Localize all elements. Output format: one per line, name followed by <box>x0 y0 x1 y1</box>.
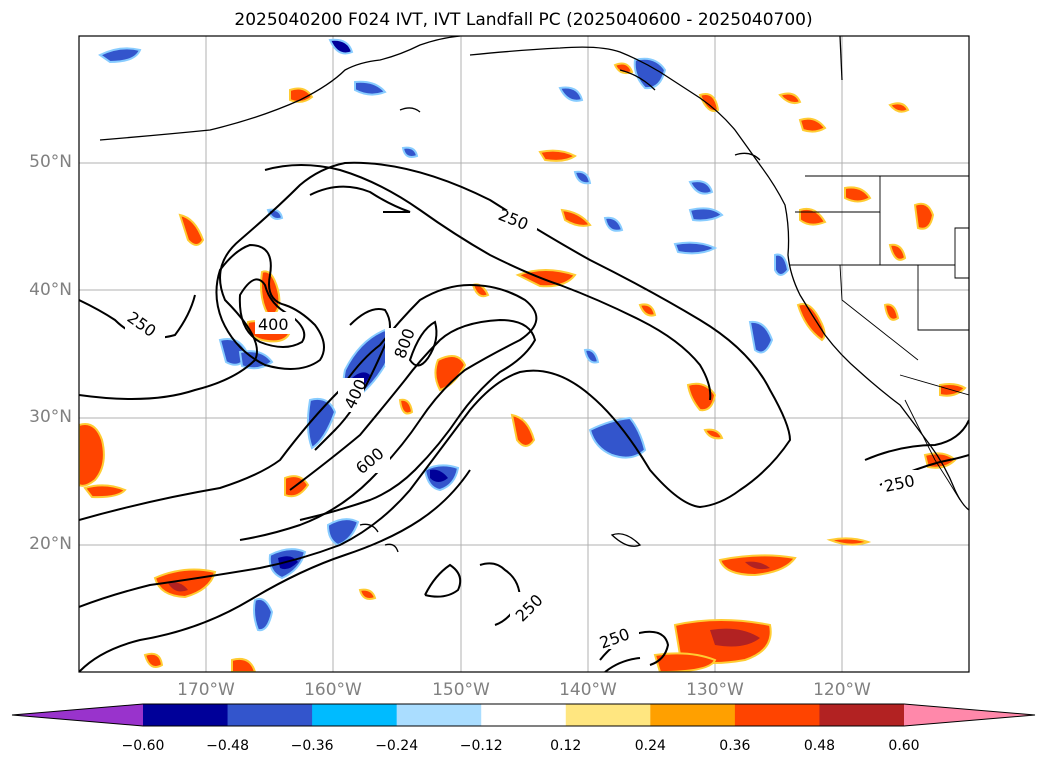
colorbar-extend-low <box>12 704 143 726</box>
contour-upper-arm <box>309 185 411 213</box>
lon-label: 140°W <box>559 680 617 700</box>
map-title: 2025040200 F024 IVT, IVT Landfall PC (20… <box>234 10 813 30</box>
colorbar-tick-label: 0.36 <box>719 738 751 754</box>
negative-anomaly-areas <box>98 38 790 632</box>
lon-label: 160°W <box>304 680 362 700</box>
colorbar-tick-label: −0.60 <box>121 738 165 754</box>
colorbar-segment <box>312 704 398 726</box>
contour-800 <box>314 308 391 451</box>
colorbar-tick-label: 0.48 <box>803 738 836 754</box>
colorbar-tick-label: 0.12 <box>550 738 582 754</box>
contour-250-upper <box>264 164 712 401</box>
contour-800-b <box>408 320 438 367</box>
colorbar <box>11 703 1036 727</box>
lat-label: 50°N <box>29 152 72 172</box>
colorbar-segment <box>650 704 736 726</box>
colorbar-segment <box>565 704 651 726</box>
gridlines <box>79 36 969 672</box>
contour-label: 400 <box>258 315 289 334</box>
lon-label: 170°W <box>177 680 235 700</box>
colorbar-outline <box>11 703 1036 727</box>
contour-400-outer <box>79 283 538 541</box>
contour-250-low <box>79 469 471 672</box>
plot-frame <box>78 35 970 673</box>
contour-labels: 250 400 800 400 600 250 250 250 250 <box>124 205 926 653</box>
colorbar-tick-label: −0.24 <box>375 738 419 754</box>
colorbar-tick-label: −0.12 <box>459 738 503 754</box>
colorbar-segment <box>396 704 482 726</box>
colorbar-segment <box>227 704 313 726</box>
lat-label: 30°N <box>29 407 72 427</box>
contour-400-loop <box>215 243 325 370</box>
colorbar-segment <box>481 704 567 726</box>
contour-600 <box>289 318 537 521</box>
colorbar-segment <box>734 704 820 726</box>
colorbar-tick-label: −0.36 <box>290 738 334 754</box>
colorbar-segment <box>143 704 229 726</box>
colorbar-tick-label: 0.60 <box>888 738 920 754</box>
ivt-contours <box>79 161 969 672</box>
lat-label: 40°N <box>29 280 72 300</box>
coastlines <box>99 36 969 553</box>
lat-label: 20°N <box>29 534 72 554</box>
political-borders <box>790 175 969 501</box>
colorbar-extend-high <box>904 704 1035 726</box>
lon-label: 120°W <box>813 680 871 700</box>
colorbar-tick-label: 0.24 <box>634 738 666 754</box>
contour-400-inner <box>238 278 306 348</box>
colorbar-segment <box>819 704 905 726</box>
colorbar-tick-label: −0.48 <box>206 738 249 754</box>
contour-low-east <box>424 562 522 626</box>
positive-anomaly-areas <box>79 62 967 672</box>
lon-label: 130°W <box>686 680 744 700</box>
lon-label: 150°W <box>432 680 490 700</box>
